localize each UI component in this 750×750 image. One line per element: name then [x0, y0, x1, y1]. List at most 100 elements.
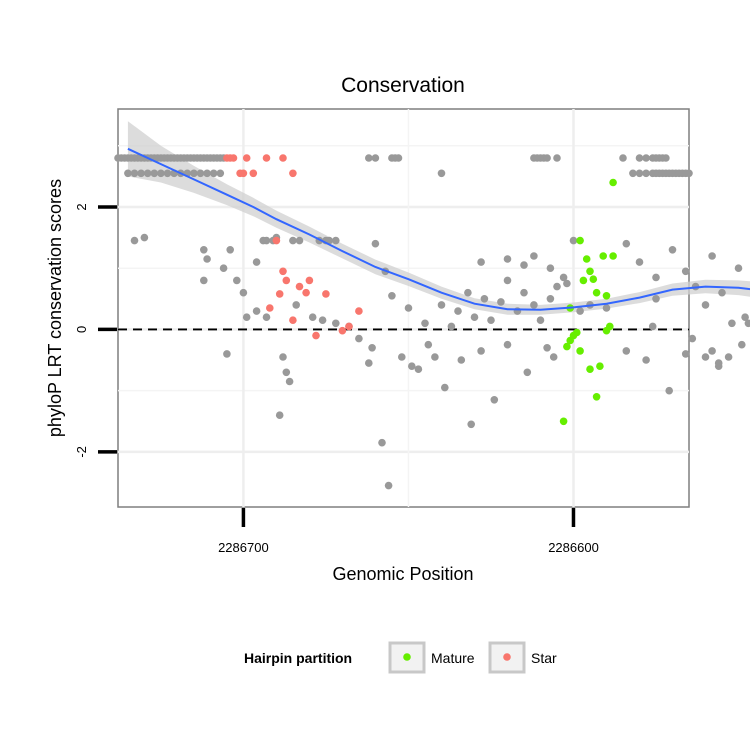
data-points [114, 154, 750, 490]
data-point-mature [599, 252, 607, 260]
data-point-other [652, 295, 660, 303]
data-point-star [295, 282, 304, 291]
data-point-other [431, 353, 439, 361]
data-point-star [355, 307, 363, 315]
x-axis-label: Genomic Position [332, 564, 473, 584]
data-point-other [619, 154, 627, 162]
data-point-mature [586, 365, 594, 374]
data-point-other [470, 313, 479, 322]
legend-key-mature [403, 653, 411, 661]
data-point-other [543, 154, 551, 162]
data-point-other [714, 362, 723, 371]
data-point-other [209, 169, 218, 178]
data-point-other [368, 344, 376, 352]
data-point-other [262, 313, 271, 322]
data-point-other [464, 288, 472, 297]
data-point-other [223, 350, 231, 358]
data-point-other [635, 258, 644, 266]
data-point-star [279, 154, 287, 162]
data-point-other [143, 169, 152, 178]
data-point-star [239, 169, 248, 178]
axes: -2 0 2 2286700 2286600 [74, 203, 599, 555]
data-point-other [242, 313, 251, 322]
data-point-other [681, 267, 690, 276]
data-point-star [279, 267, 287, 276]
data-point-mature [606, 322, 614, 331]
data-point-other [576, 307, 584, 315]
data-point-other [553, 154, 561, 162]
data-point-other [520, 261, 528, 269]
data-point-other [130, 169, 139, 178]
data-point-other [308, 313, 317, 322]
data-point-other [701, 353, 710, 361]
data-point-other [665, 386, 673, 395]
data-point-other [200, 276, 208, 285]
data-point-other [520, 288, 528, 297]
data-point-mature [576, 347, 584, 355]
data-point-star [289, 316, 297, 325]
data-point-other [388, 292, 396, 300]
data-point-mature [592, 393, 601, 401]
data-point-other [365, 359, 373, 367]
data-point-other [490, 396, 499, 404]
data-point-other [394, 154, 403, 162]
data-point-other [559, 273, 568, 282]
data-point-other [569, 236, 578, 245]
data-point-mature [592, 288, 601, 297]
data-point-other [282, 368, 291, 377]
data-point-other [487, 316, 495, 325]
data-point-other [629, 169, 637, 178]
data-point-other [441, 383, 449, 392]
data-point-other [497, 298, 505, 306]
data-point-other [477, 347, 485, 355]
data-point-mature [566, 336, 574, 345]
data-point-other [477, 258, 485, 266]
data-point-other [648, 322, 657, 331]
data-point-other [130, 236, 139, 245]
data-point-other [642, 169, 650, 178]
data-point-other [203, 169, 211, 178]
data-point-other [424, 340, 433, 349]
data-point-other [219, 264, 228, 273]
data-point-other [421, 319, 429, 328]
data-point-other [163, 169, 172, 178]
data-point-other [530, 301, 538, 309]
data-point-other [668, 246, 677, 254]
data-point-mature [596, 362, 604, 371]
y-tick-label: -2 [74, 446, 89, 458]
data-point-other [503, 276, 512, 285]
data-point-other [652, 273, 660, 282]
data-point-other [454, 307, 462, 315]
data-point-other [467, 420, 476, 429]
data-point-other [635, 154, 644, 162]
data-point-star [249, 169, 258, 178]
data-point-other [414, 365, 423, 374]
data-point-star [322, 290, 330, 298]
data-point-other [365, 154, 373, 162]
data-point-other [332, 236, 340, 245]
legend-key-star [503, 653, 511, 661]
data-point-other [196, 169, 205, 178]
data-point-other [503, 255, 512, 263]
data-point-other [543, 344, 551, 352]
data-point-other [408, 362, 416, 371]
data-point-other [190, 169, 198, 178]
data-point-star [272, 236, 281, 245]
data-point-mature [582, 255, 591, 263]
data-point-other [728, 319, 736, 328]
data-point-other [371, 154, 380, 162]
data-point-other [226, 246, 234, 254]
data-point-other [252, 258, 261, 266]
data-point-other [744, 319, 750, 328]
data-point-other [437, 301, 446, 309]
data-point-other [285, 377, 294, 386]
data-point-other [150, 169, 159, 178]
chart-title: Conservation [341, 74, 465, 97]
data-point-other [530, 252, 538, 260]
data-point-other [681, 350, 690, 358]
data-point-mature [579, 276, 588, 285]
y-tick-label: 2 [74, 203, 89, 210]
data-point-other [404, 304, 413, 312]
data-point-other [523, 368, 532, 377]
